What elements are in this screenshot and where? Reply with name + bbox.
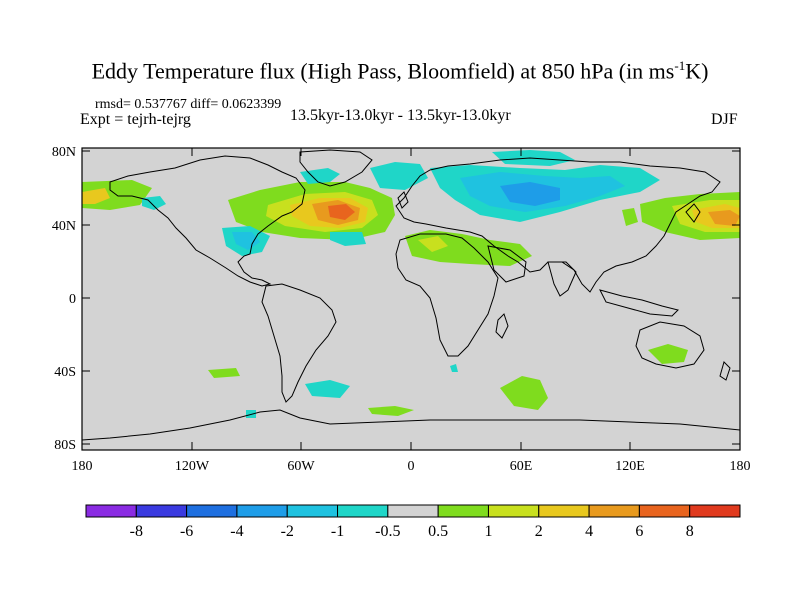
colorbar-label: 8 xyxy=(686,523,694,540)
stats-label: rmsd= 0.537767 diff= 0.0623399 xyxy=(95,97,282,112)
coast-australia xyxy=(635,321,705,369)
coast-indonesia xyxy=(599,289,679,317)
lon-tick-120w: 120W xyxy=(175,459,210,474)
colorbar-swatch xyxy=(437,504,489,518)
lon-tick-180w: 180 xyxy=(72,459,93,474)
colorbar: -8 -6 -4 -2 -1 -0.5 0.5 1 2 4 6 8 xyxy=(85,504,741,540)
plot-title: Eddy Temperature flux (High Pass, Bloomf… xyxy=(91,58,709,84)
patch-nepacific-green xyxy=(622,208,638,226)
colorbar-label: -2 xyxy=(281,523,294,540)
colorbar-swatch xyxy=(135,504,188,518)
coast-arabia xyxy=(487,245,527,283)
colorbar-swatch xyxy=(186,504,238,518)
colorbar-label: 2 xyxy=(535,523,543,540)
colorbar-label: -8 xyxy=(130,523,143,540)
patch-atlantic-redorange xyxy=(328,204,355,220)
coast-north-america xyxy=(109,155,306,287)
lon-tick-180e: 180 xyxy=(730,459,751,474)
coast-new-zealand xyxy=(719,361,731,381)
coastlines xyxy=(82,149,740,441)
patch-japan-redorange xyxy=(708,210,740,226)
colorbar-label: -4 xyxy=(230,523,243,540)
coast-antarctica xyxy=(82,409,740,441)
colorbar-label: 1 xyxy=(484,523,492,540)
colorbar-swatch xyxy=(337,504,389,518)
colorbar-swatch xyxy=(286,504,339,518)
colorbar-swatch xyxy=(689,504,741,518)
patch-s-ocean-green2 xyxy=(368,406,414,416)
patch-sw-pacific-green xyxy=(208,368,240,378)
colorbar-label: 0.5 xyxy=(428,523,448,540)
colorbar-label: -6 xyxy=(180,523,193,540)
coast-japan xyxy=(685,203,701,223)
lon-tick-120e: 120E xyxy=(615,459,645,474)
experiment-label: Expt = tejrh-tejrg xyxy=(80,111,191,128)
patch-australia-green xyxy=(648,344,688,364)
coast-britain xyxy=(397,191,409,209)
lat-tick-40n: 40N xyxy=(52,219,76,234)
colorbar-label: -0.5 xyxy=(375,523,400,540)
colorbar-swatch xyxy=(236,504,288,518)
colorbar-label: -1 xyxy=(331,523,344,540)
patch-eurasia-darkblue xyxy=(500,182,560,206)
coast-eurasia xyxy=(395,157,721,293)
colorbar-swatch xyxy=(487,504,540,518)
colorbar-swatch xyxy=(85,504,137,518)
patch-greenland-cyan xyxy=(300,168,340,184)
coast-india xyxy=(547,261,577,297)
map-background xyxy=(82,148,740,450)
period-label: 13.5kyr-13.0kyr - 13.5kyr-13.0kyr xyxy=(290,107,511,124)
lat-tick-0: 0 xyxy=(69,292,76,307)
patch-alaska-orange xyxy=(82,188,110,204)
colorbar-swatch xyxy=(387,504,439,518)
lon-tick-0: 0 xyxy=(408,459,415,474)
lon-tick-60e: 60E xyxy=(510,459,533,474)
colorbar-swatch xyxy=(538,504,590,518)
coast-greenland xyxy=(299,149,373,187)
patch-usa-blue xyxy=(232,232,260,250)
lat-tick-80n: 80N xyxy=(52,145,76,160)
coast-madagascar xyxy=(495,313,509,339)
patch-arctic-cyan xyxy=(370,162,428,190)
lat-tick-80s: 80S xyxy=(54,438,76,453)
lon-axis: 180 120W 60W 0 60E 120E 180 xyxy=(72,148,751,474)
patch-s-atlantic-cyan2 xyxy=(450,364,458,372)
patch-s-atlantic-cyan xyxy=(305,380,350,398)
patch-atlantic-cyan xyxy=(330,232,366,246)
patch-sahara-yellow xyxy=(418,236,448,252)
colorbar-swatch xyxy=(588,504,640,518)
colorbar-label: 6 xyxy=(635,523,643,540)
lon-tick-60w: 60W xyxy=(287,459,315,474)
lat-axis: 80N 40N 0 40S 80S xyxy=(52,145,740,453)
colorbar-label: 4 xyxy=(585,523,593,540)
anomaly-field xyxy=(82,150,740,418)
season-label: DJF xyxy=(711,111,738,128)
patch-s-indian-green xyxy=(500,376,548,410)
lat-tick-40s: 40S xyxy=(54,365,76,380)
colorbar-swatch xyxy=(638,504,691,518)
coast-africa xyxy=(395,233,499,357)
coast-south-america xyxy=(261,283,337,403)
